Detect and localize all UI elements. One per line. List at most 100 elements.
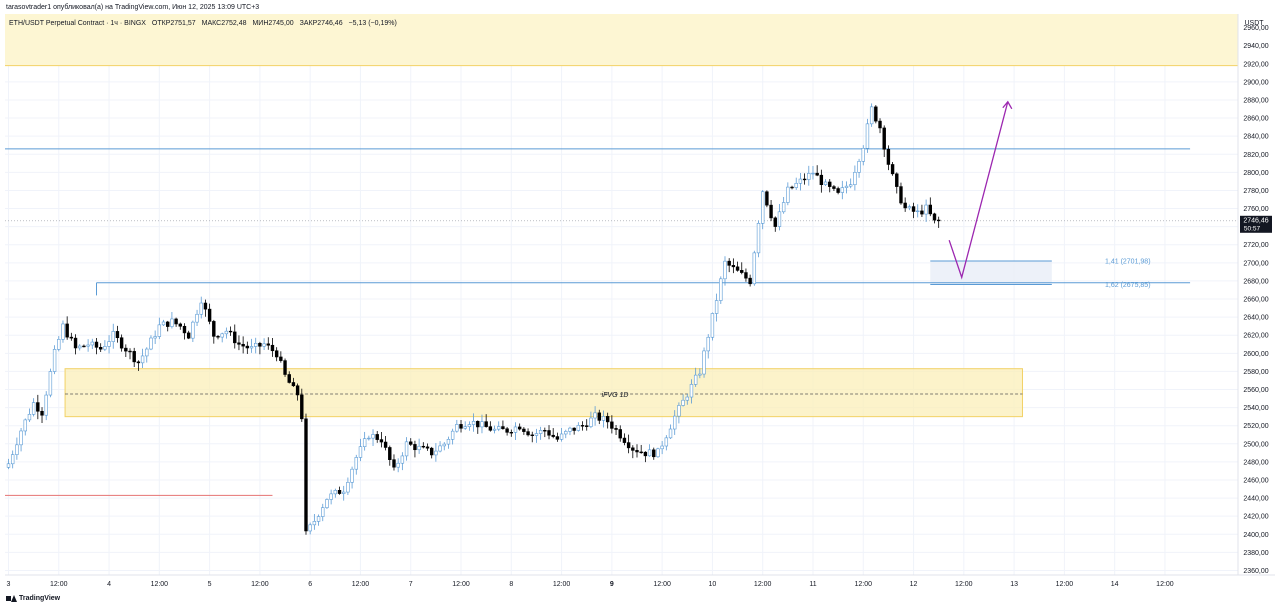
candle-body bbox=[98, 347, 103, 350]
price-axis[interactable]: 2360,00 2380,00 2400,00 2420,00 2440,00 2460,… bbox=[1237, 14, 1269, 575]
fvg-zone bbox=[64, 368, 1023, 418]
tradingview-brand[interactable]: TradingView bbox=[6, 595, 60, 602]
candle-body bbox=[203, 302, 208, 310]
up-candle bbox=[693, 367, 698, 387]
candle-body bbox=[895, 173, 899, 187]
up-candle bbox=[417, 438, 421, 454]
down-candle bbox=[622, 433, 627, 446]
down-candle bbox=[526, 428, 530, 437]
up-candle bbox=[19, 427, 23, 452]
projection-arrow bbox=[948, 101, 1009, 280]
down-candle bbox=[207, 303, 212, 325]
up-candle bbox=[107, 335, 111, 354]
down-candle bbox=[279, 351, 283, 363]
up-candle bbox=[86, 339, 90, 352]
down-candle bbox=[379, 432, 384, 448]
brand-label: TradingView bbox=[19, 595, 61, 602]
up-candle bbox=[90, 338, 95, 350]
candle-body bbox=[312, 521, 317, 526]
price-tick-label: 2420,00 bbox=[1243, 514, 1268, 521]
down-candle bbox=[409, 438, 413, 446]
up-candle bbox=[191, 320, 195, 343]
up-candle bbox=[254, 337, 258, 354]
candle-body bbox=[526, 431, 530, 436]
candle-body bbox=[212, 321, 216, 337]
candle-body bbox=[664, 437, 669, 447]
candle-body bbox=[107, 341, 111, 347]
down-candle bbox=[283, 358, 287, 377]
candle-body bbox=[610, 421, 614, 429]
up-candle bbox=[341, 485, 346, 501]
candle-body bbox=[274, 350, 279, 358]
candle-body bbox=[161, 321, 166, 326]
down-candle bbox=[124, 344, 128, 357]
up-candle bbox=[354, 454, 358, 475]
candle-body bbox=[559, 433, 564, 440]
down-candle bbox=[136, 360, 141, 371]
price-tick-label: 2360,00 bbox=[1243, 568, 1268, 575]
candle-body bbox=[815, 172, 819, 176]
candle-body bbox=[551, 434, 555, 437]
up-candle bbox=[534, 428, 539, 443]
candle-body bbox=[639, 451, 643, 454]
price-tick-label: 2400,00 bbox=[1243, 532, 1268, 539]
down-candle bbox=[295, 383, 300, 401]
up-candle bbox=[576, 422, 581, 432]
up-candle bbox=[714, 293, 719, 322]
down-candle bbox=[413, 440, 417, 458]
time-tick-label: 11 bbox=[809, 581, 816, 588]
candle-body bbox=[321, 507, 325, 517]
candle-body bbox=[254, 342, 258, 347]
candle-body bbox=[706, 336, 710, 352]
candle-body bbox=[853, 172, 857, 185]
up-candle bbox=[224, 327, 229, 339]
time-tick-label: 12:00 bbox=[1156, 581, 1174, 588]
up-candle bbox=[513, 422, 518, 441]
up-candle bbox=[371, 429, 375, 447]
down-candle bbox=[429, 446, 434, 459]
candle-body bbox=[773, 217, 777, 227]
down-candle bbox=[731, 258, 736, 274]
down-candle bbox=[605, 412, 610, 429]
candle-body bbox=[622, 437, 627, 443]
candle-body bbox=[224, 330, 229, 335]
price-tick-label: 2900,00 bbox=[1243, 79, 1268, 86]
candle-body bbox=[652, 449, 656, 458]
candle-body bbox=[52, 349, 57, 372]
down-candle bbox=[610, 415, 614, 434]
time-tick-label: 13 bbox=[1010, 581, 1018, 588]
price-tick-label: 2840,00 bbox=[1243, 134, 1268, 141]
up-candle bbox=[450, 428, 455, 445]
down-candle bbox=[740, 262, 744, 275]
down-candle bbox=[291, 377, 296, 387]
down-candle bbox=[551, 428, 555, 439]
candle-body bbox=[354, 457, 358, 470]
candle-body bbox=[455, 424, 459, 432]
candle-body bbox=[530, 434, 534, 436]
candle-body bbox=[442, 443, 446, 447]
up-candle bbox=[681, 394, 685, 407]
time-axis[interactable]: 3 12:00 4 12:00 5 12:00 6 12:00 7 12:00 8 12:00 9 12:… bbox=[5, 574, 1275, 588]
candle-body bbox=[350, 468, 354, 483]
up-candle bbox=[848, 178, 853, 189]
down-candle bbox=[890, 161, 895, 176]
time-tick-label: 12:00 bbox=[754, 581, 772, 588]
down-candle bbox=[886, 145, 891, 171]
down-candle bbox=[522, 427, 526, 435]
time-tick-label: 12:00 bbox=[151, 581, 169, 588]
candlestick-series[interactable] bbox=[6, 103, 941, 535]
price-tick-label: 2780,00 bbox=[1243, 188, 1268, 195]
legend-low: МИН2745,00 bbox=[252, 20, 293, 27]
down-candle bbox=[509, 429, 513, 437]
candle-body bbox=[681, 399, 685, 406]
candle-body bbox=[90, 341, 95, 346]
resistance-zone bbox=[5, 14, 1238, 66]
candle-body bbox=[283, 360, 287, 375]
up-candle bbox=[249, 338, 254, 353]
up-candle bbox=[710, 312, 715, 341]
candle-body bbox=[371, 434, 375, 439]
candle-body bbox=[874, 106, 878, 122]
up-candle bbox=[455, 419, 459, 433]
down-candle bbox=[425, 443, 430, 451]
